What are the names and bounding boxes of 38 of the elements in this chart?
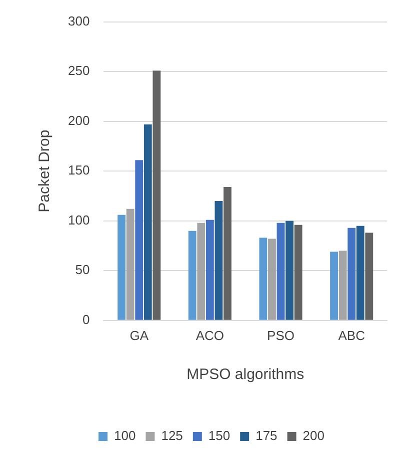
legend-label: 200 <box>302 428 324 444</box>
y-tick-label: 300 <box>68 13 90 28</box>
x-axis-title: MPSO algorithms <box>186 366 304 384</box>
y-tick-label: 150 <box>68 162 90 178</box>
y-tick-label: 100 <box>68 212 90 228</box>
bar <box>365 232 374 320</box>
bar <box>206 220 214 320</box>
y-tick-label: 250 <box>68 63 90 78</box>
bar <box>294 224 302 320</box>
y-tick-label: 0 <box>82 312 90 327</box>
y-tick-label: 200 <box>68 112 90 128</box>
bar <box>214 200 223 320</box>
y-axis-title: Packet Drop <box>36 130 54 212</box>
bar <box>286 220 294 320</box>
x-tick-label: ACO <box>196 328 224 343</box>
x-tick-label: GA <box>130 328 149 343</box>
bar <box>348 228 356 320</box>
bar <box>224 187 232 320</box>
legend-label: 150 <box>208 428 230 444</box>
x-tick-label: ABC <box>338 328 365 343</box>
bar <box>188 230 196 320</box>
x-tick-label: PSO <box>267 328 294 343</box>
bar <box>338 250 347 320</box>
bar <box>197 222 206 320</box>
bar <box>276 222 285 320</box>
bar <box>144 124 152 320</box>
y-tick-label: 50 <box>75 262 90 278</box>
legend-label: 175 <box>256 428 278 444</box>
bar <box>356 226 364 320</box>
bar <box>152 70 161 320</box>
bar <box>330 252 338 320</box>
bar <box>126 208 134 320</box>
bar <box>135 160 144 320</box>
legend-label: 125 <box>161 428 183 444</box>
bar <box>259 238 268 320</box>
bar <box>268 238 276 320</box>
legend-label: 100 <box>114 428 136 444</box>
bar <box>118 214 126 320</box>
